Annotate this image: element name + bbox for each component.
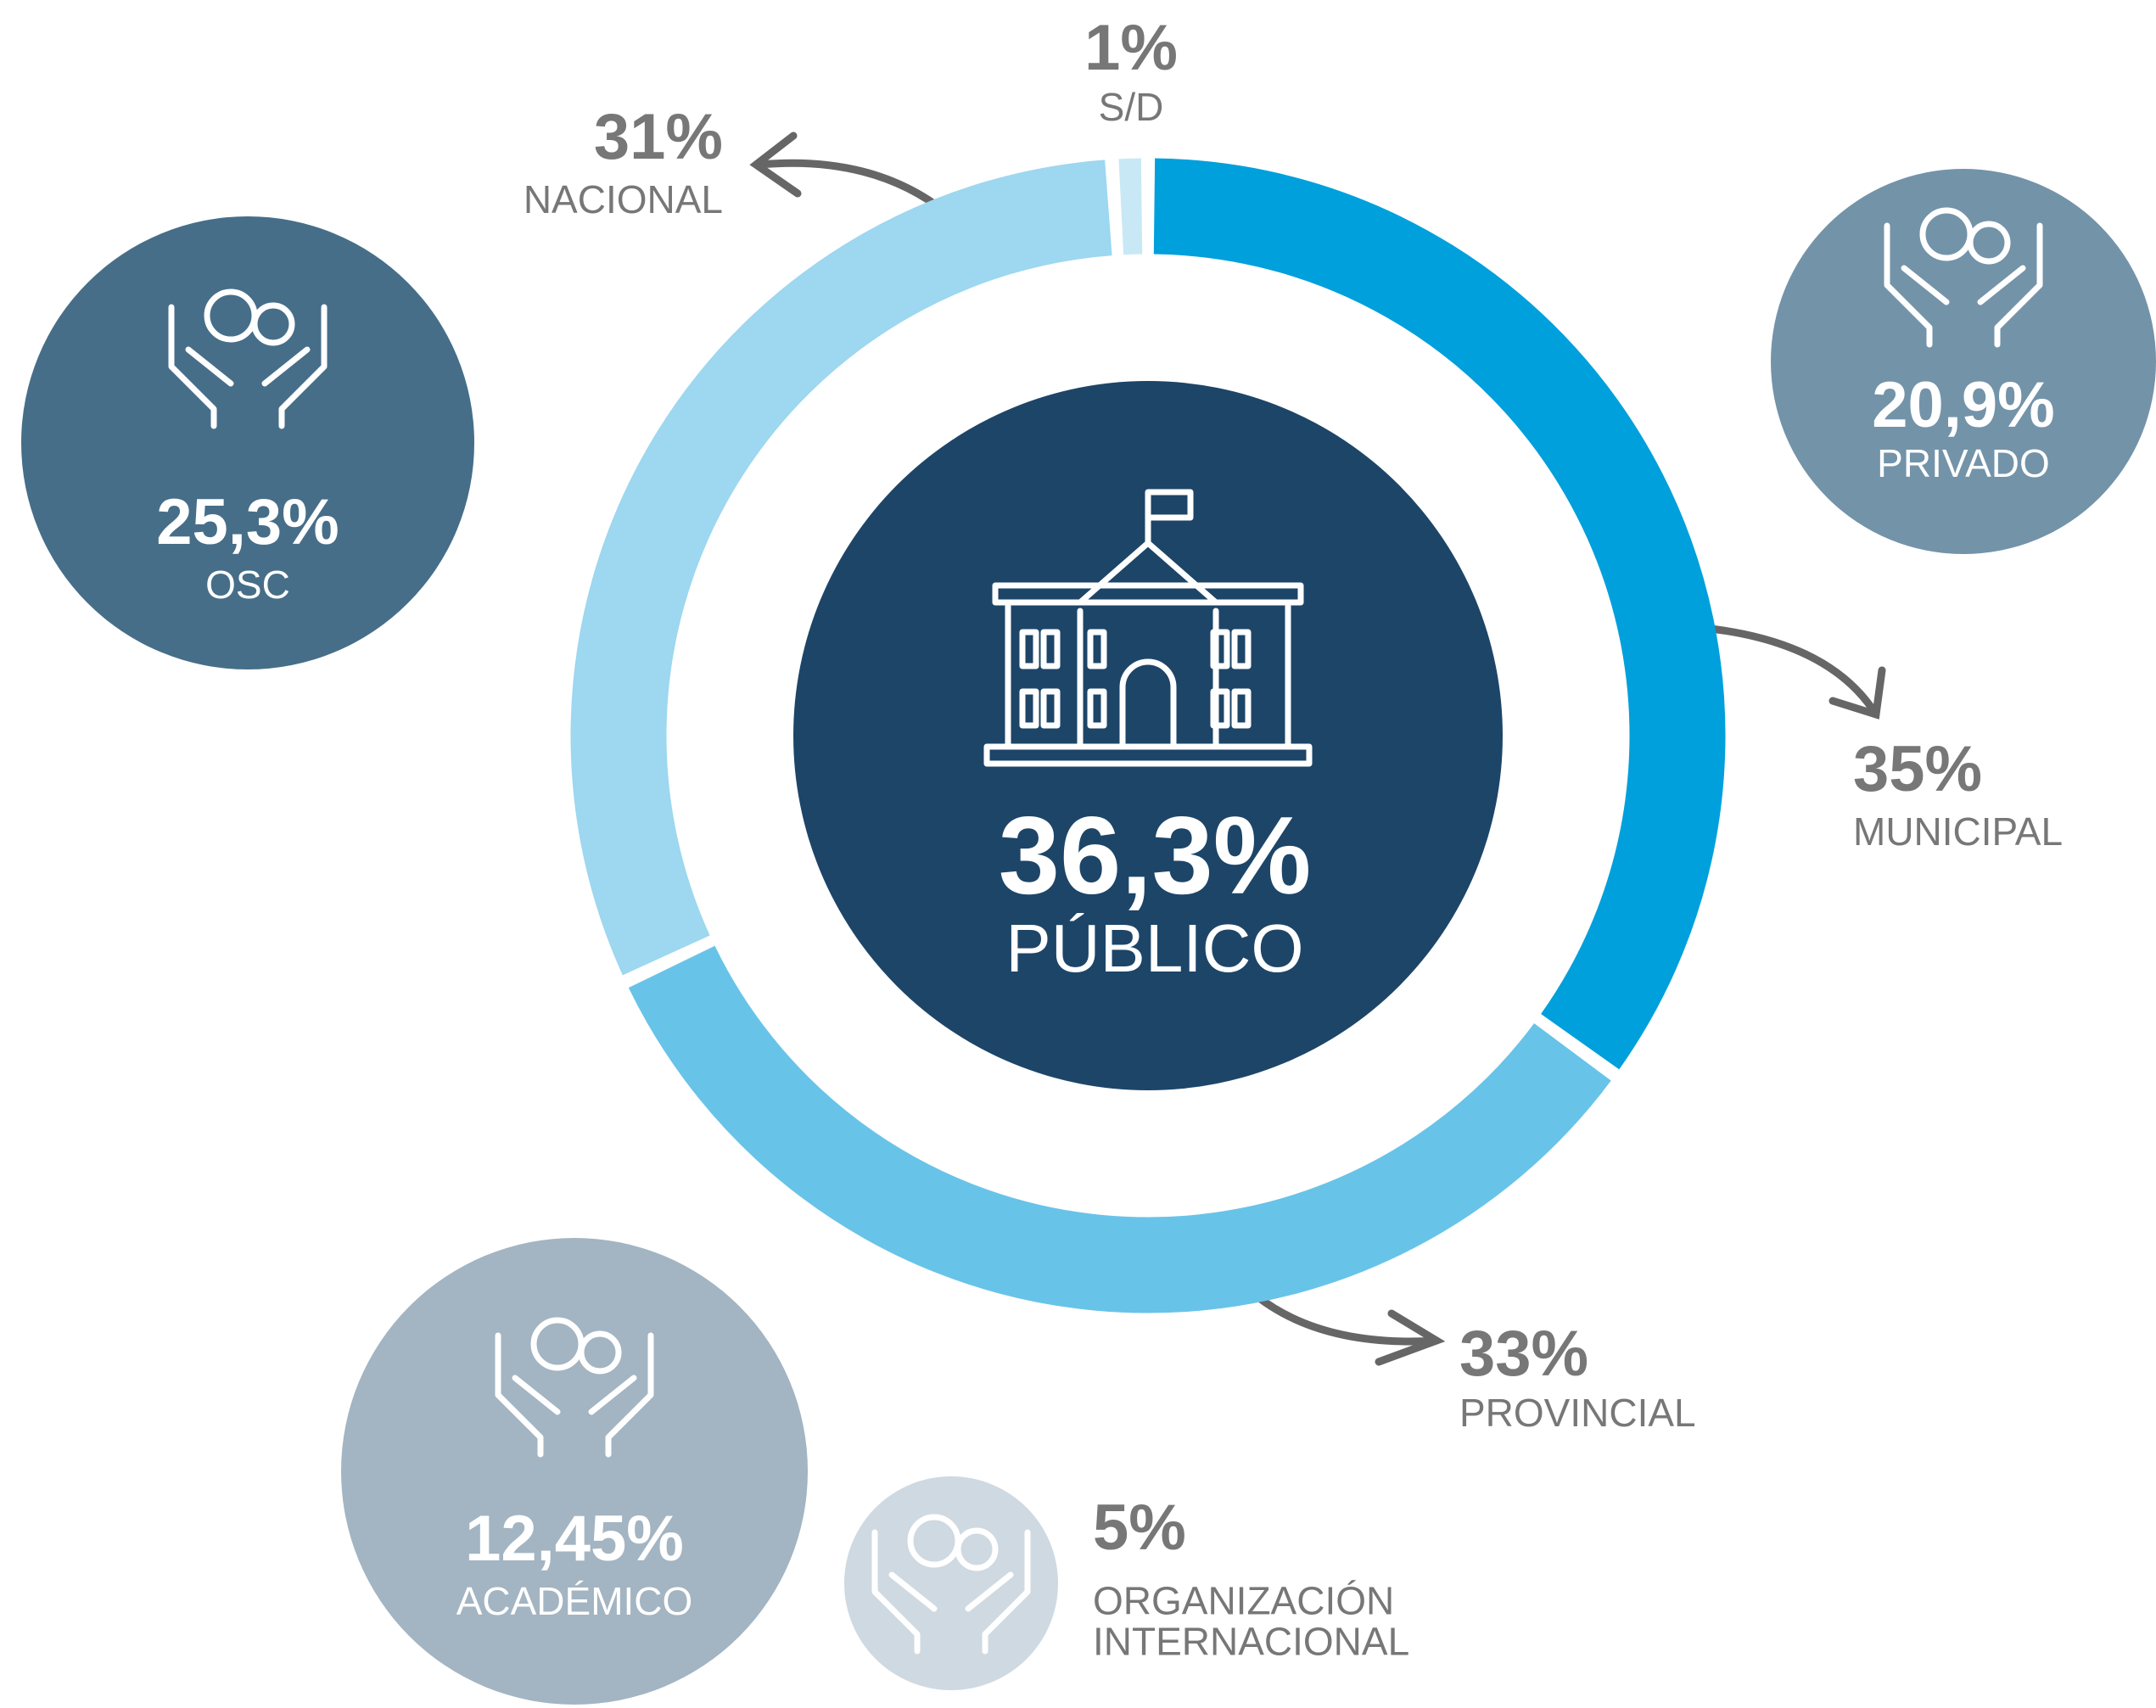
segment-label: NACIONAL bbox=[523, 176, 723, 221]
icon-part bbox=[1231, 688, 1252, 729]
bubble-value: 25,3% bbox=[156, 486, 339, 559]
icon-part bbox=[1040, 688, 1061, 729]
segment-value: 35% bbox=[1853, 733, 1983, 806]
bubble-icon bbox=[168, 288, 328, 429]
icon-part bbox=[955, 1527, 999, 1571]
center-circle bbox=[793, 381, 1503, 1090]
icon-part bbox=[1210, 688, 1230, 729]
bubble bbox=[21, 216, 474, 669]
bubble-value: 5% bbox=[1093, 1492, 1186, 1565]
donut-segment bbox=[628, 945, 1611, 1313]
segment-label: PROVINCIAL bbox=[1459, 1390, 1696, 1435]
segment-value: 31% bbox=[593, 101, 723, 174]
icon-part bbox=[1019, 688, 1039, 729]
bubble bbox=[844, 1476, 1058, 1690]
icon-part bbox=[983, 489, 1313, 767]
segment-value: 1% bbox=[1084, 12, 1178, 85]
donut-segment bbox=[570, 160, 1112, 976]
icon-part bbox=[1040, 629, 1061, 669]
segment-label: MUNICIPAL bbox=[1853, 809, 2064, 854]
icon-part bbox=[251, 302, 295, 346]
icon-part bbox=[495, 1332, 654, 1458]
donut-segment bbox=[1118, 158, 1143, 255]
bubble-icon bbox=[1884, 207, 2043, 348]
bubble-value: 12,45% bbox=[465, 1503, 684, 1576]
center-label: PÚBLICO bbox=[1005, 910, 1304, 986]
bubble-icon bbox=[495, 1317, 654, 1458]
segment-value: 33% bbox=[1459, 1318, 1589, 1391]
icon-part bbox=[1231, 629, 1252, 669]
icon bbox=[983, 489, 1313, 767]
bubble bbox=[341, 1238, 808, 1705]
icon-part bbox=[1210, 629, 1230, 669]
donut-segment bbox=[1153, 158, 1726, 1070]
bubble-label: ACADÉMICO bbox=[456, 1578, 693, 1623]
icon-part bbox=[1087, 629, 1107, 669]
arrow-head bbox=[1828, 666, 1886, 720]
segment-label: S/D bbox=[1098, 84, 1164, 129]
icon-part bbox=[1087, 688, 1107, 729]
bubble-label: OSC bbox=[205, 562, 290, 607]
arrow-head bbox=[1375, 1309, 1446, 1366]
arrow-head bbox=[749, 132, 802, 198]
bubble-label: PRIVADO bbox=[1877, 440, 2050, 485]
center-value: 36,3% bbox=[998, 792, 1312, 917]
icon-part bbox=[1967, 221, 2011, 265]
icon-part bbox=[578, 1330, 622, 1375]
bubble bbox=[1771, 169, 2156, 554]
bubble-icon bbox=[871, 1514, 1031, 1655]
icon-part bbox=[168, 304, 328, 429]
bubble-value: 20,9% bbox=[1872, 369, 2055, 442]
icon-part bbox=[871, 1529, 1031, 1655]
bubble-label: ORGANIZACIÓN INTERNACIONAL bbox=[1093, 1578, 1410, 1664]
icon-part bbox=[1884, 222, 2043, 348]
icon-part bbox=[1019, 629, 1039, 669]
